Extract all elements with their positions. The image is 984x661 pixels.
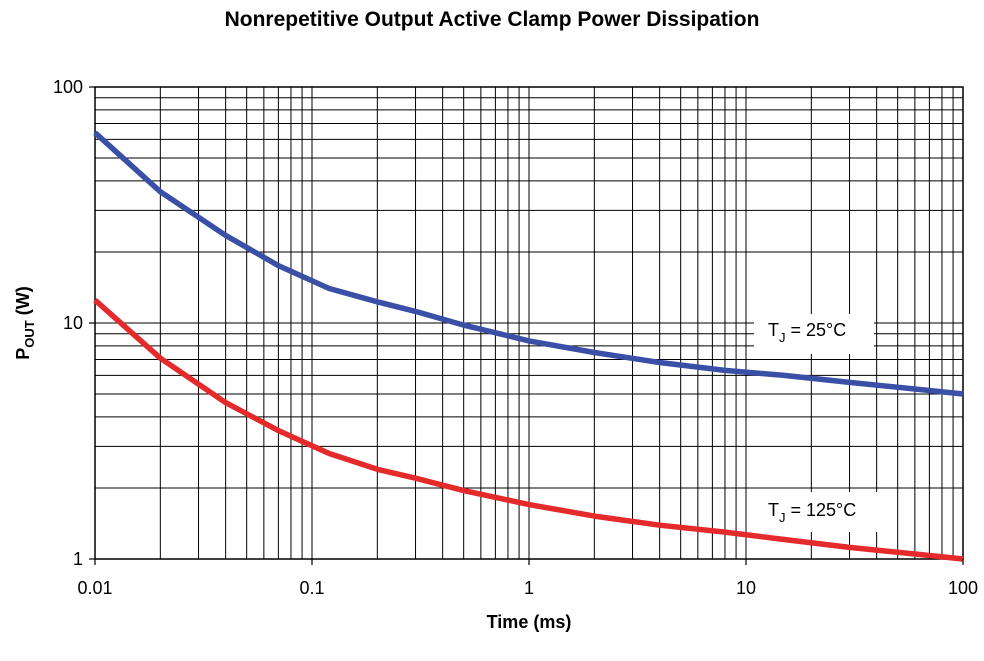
series-annotation-label: TJ = 125°C — [768, 500, 856, 525]
y-axis-title-sub: OUT — [22, 320, 37, 348]
x-tick-label: 0.1 — [299, 578, 324, 598]
annotation-box — [754, 314, 874, 354]
series-line-tj-125c — [93, 298, 964, 562]
x-tick-label: 1 — [524, 578, 534, 598]
annotation-layer: TJ = 25°CTJ = 125°C — [754, 314, 884, 532]
annotation-rest: = 25°C — [786, 320, 847, 340]
annotation-main: T — [768, 500, 779, 520]
annotation-sub: J — [779, 510, 786, 525]
y-axis-title-suffix: (W) — [13, 286, 33, 320]
y-tick-label: 100 — [53, 77, 83, 97]
annotation-main: T — [768, 320, 779, 340]
series-line-tj-25c — [93, 130, 964, 397]
y-axis-title: POUT (W) — [13, 286, 37, 359]
x-tick-label: 10 — [736, 578, 756, 598]
tick-layer: 0.01 0.1 1 10 100 1 10 100 — [53, 77, 978, 598]
chart-title: Nonrepetitive Output Active Clamp Power … — [224, 8, 760, 31]
y-tick-label: 1 — [73, 549, 83, 569]
series-layer — [93, 130, 964, 562]
annotation-sub: J — [779, 330, 786, 345]
y-axis-title-main: P — [13, 348, 33, 360]
annotation-box — [754, 492, 884, 532]
x-tick-label: 0.01 — [77, 578, 112, 598]
y-tick-label: 10 — [63, 313, 83, 333]
x-tick-label: 100 — [948, 578, 978, 598]
x-axis-title: Time (ms) — [487, 612, 572, 632]
annotation-rest: = 125°C — [786, 500, 857, 520]
series-annotation-label: TJ = 25°C — [768, 320, 846, 345]
